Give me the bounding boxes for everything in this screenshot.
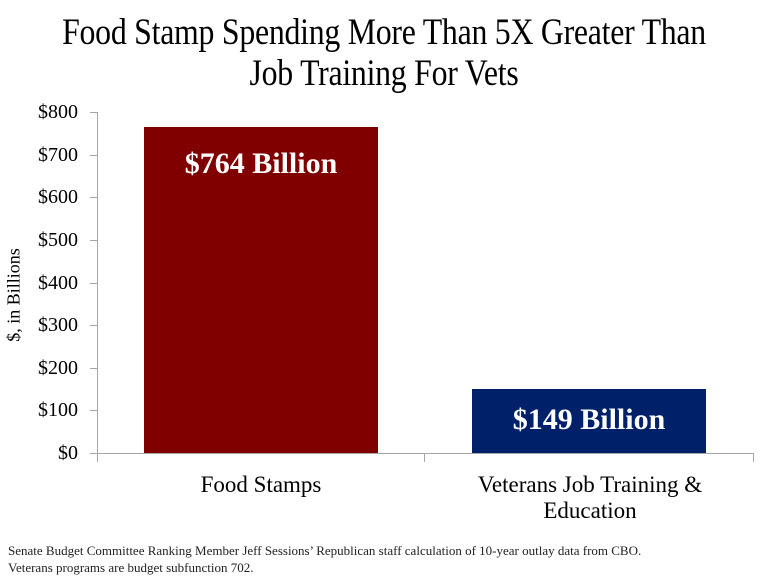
y-axis-tick-label: $0 — [58, 442, 78, 464]
chart-title-line-1: Food Stamp Spending More Than 5X Greater… — [62, 12, 706, 53]
bar-veterans-job-training: $149 Billion — [472, 389, 706, 453]
x-axis-tick — [753, 453, 754, 462]
x-axis-tick — [424, 453, 425, 462]
y-axis-tick-label: $500 — [38, 229, 78, 251]
y-axis-tick — [90, 283, 97, 284]
x-category-label-line: Veterans Job Training & — [477, 472, 703, 497]
x-category-food-stamps: Food Stamps — [144, 472, 378, 498]
y-axis-tick-label: $600 — [38, 186, 78, 208]
bar-food-stamps: $764 Billion — [144, 127, 378, 453]
chart-title-line-2: Job Training For Vets — [249, 53, 519, 94]
y-axis-tick-label: $400 — [38, 272, 78, 294]
y-axis-tick — [90, 240, 97, 241]
source-note: Senate Budget Committee Ranking Member J… — [8, 542, 641, 576]
y-axis-tick — [90, 368, 97, 369]
data-label-food-stamps: $764 Billion — [184, 147, 338, 180]
y-axis-tick — [90, 410, 97, 411]
source-note-line-2: Veterans programs are budget subfunction… — [8, 560, 254, 575]
x-category-label-line: Food Stamps — [200, 472, 322, 497]
source-note-line-1: Senate Budget Committee Ranking Member J… — [8, 543, 642, 558]
x-category-label-line: Education — [543, 498, 637, 523]
y-axis-tick-label: $700 — [38, 144, 78, 166]
y-axis-tick-label: $800 — [38, 101, 78, 123]
x-axis-tick — [97, 453, 98, 462]
y-axis-tick-label: $300 — [38, 314, 78, 336]
y-axis-line — [97, 112, 98, 462]
y-axis-tick-label: $100 — [38, 399, 78, 421]
y-axis-tick — [90, 112, 97, 113]
y-axis-tick — [90, 197, 97, 198]
y-axis-tick — [90, 325, 97, 326]
y-axis-tick-label: $200 — [38, 357, 78, 379]
y-axis-tick — [90, 155, 97, 156]
x-axis-line — [90, 453, 754, 454]
chart-title: Food Stamp Spending More Than 5X Greater… — [0, 12, 768, 94]
data-label-veterans-job-training: $149 Billion — [512, 403, 666, 436]
x-category-veterans: Veterans Job Training & Education — [440, 472, 740, 524]
